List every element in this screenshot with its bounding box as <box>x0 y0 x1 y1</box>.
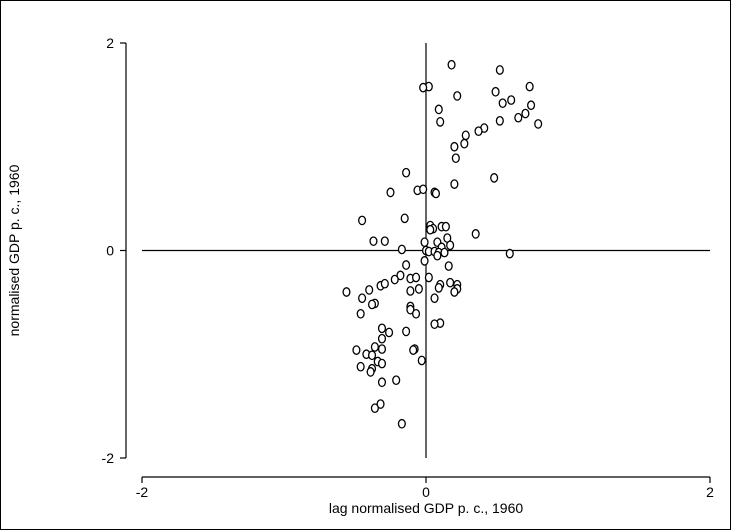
data-point <box>521 108 530 119</box>
data-point <box>440 247 449 258</box>
data-point <box>380 236 389 247</box>
data-point <box>400 213 409 224</box>
data-point <box>392 375 401 386</box>
data-point <box>377 333 387 344</box>
data-point <box>431 188 440 199</box>
data-point <box>390 274 399 285</box>
data-point <box>366 367 375 377</box>
data-point <box>402 260 411 270</box>
y-tick-label: 2 <box>106 35 114 51</box>
data-point <box>514 112 523 123</box>
data-point <box>424 272 433 283</box>
data-point <box>402 167 411 178</box>
data-point <box>430 319 439 330</box>
data-point <box>498 98 507 109</box>
data-point <box>397 418 406 429</box>
data-point <box>505 248 514 259</box>
data-point <box>491 86 500 97</box>
data-point <box>412 272 421 283</box>
data-points <box>342 59 543 429</box>
data-point <box>396 270 405 281</box>
y-tick-label: 0 <box>106 243 114 259</box>
data-point <box>534 119 543 129</box>
data-point <box>356 308 365 319</box>
data-point <box>507 95 516 105</box>
data-point <box>453 91 462 101</box>
data-point <box>450 141 459 152</box>
data-point <box>446 240 455 251</box>
data-point <box>434 282 443 293</box>
data-point <box>436 117 445 127</box>
data-point <box>356 361 365 372</box>
data-point <box>369 236 378 247</box>
data-point <box>474 126 483 137</box>
data-point <box>450 179 459 189</box>
data-point <box>446 277 455 288</box>
data-point <box>451 153 460 164</box>
data-point <box>433 250 442 261</box>
data-point <box>471 229 480 239</box>
data-point <box>419 184 428 195</box>
data-point <box>527 100 536 111</box>
data-point <box>420 256 429 266</box>
data-point <box>386 187 395 198</box>
data-point <box>377 344 387 354</box>
data-point <box>434 104 443 115</box>
data-point <box>490 173 499 183</box>
data-point <box>377 358 387 369</box>
data-point <box>414 284 423 294</box>
data-point <box>358 293 367 304</box>
data-point <box>417 355 426 366</box>
data-point <box>450 287 459 297</box>
y-tick-label: -2 <box>102 450 115 466</box>
data-point <box>420 237 429 248</box>
data-point <box>376 399 385 409</box>
data-point <box>495 65 504 75</box>
data-point <box>367 350 377 361</box>
data-point <box>406 286 415 296</box>
x-tick-label: 0 <box>422 484 430 500</box>
x-axis-label: lag normalised GDP p. c., 1960 <box>329 500 524 516</box>
data-point <box>365 285 374 295</box>
data-point <box>412 308 421 319</box>
data-point <box>525 81 534 92</box>
data-point <box>358 215 367 226</box>
data-point <box>406 304 415 315</box>
data-point <box>352 345 361 355</box>
x-ticks: -2 0 2 <box>136 477 714 500</box>
axes <box>125 43 710 478</box>
x-tick-label: -2 <box>136 484 149 500</box>
data-point <box>370 342 379 352</box>
data-point <box>377 323 387 334</box>
data-point <box>441 221 450 232</box>
data-point <box>447 59 456 70</box>
data-point <box>367 299 377 310</box>
y-ticks: 2 0 -2 <box>102 35 126 466</box>
data-point <box>380 278 389 289</box>
data-point <box>461 130 470 141</box>
x-tick-label: 2 <box>706 484 714 500</box>
data-point <box>377 377 387 388</box>
data-point <box>342 287 351 297</box>
data-point <box>460 138 469 149</box>
data-point <box>370 403 379 414</box>
y-axis-label: normalised GDP p. c., 1960 <box>6 164 22 336</box>
data-point <box>397 244 406 255</box>
data-point <box>385 327 394 338</box>
data-point <box>495 115 504 126</box>
data-point <box>419 82 428 93</box>
data-point <box>426 224 435 235</box>
data-point <box>444 261 453 271</box>
data-point <box>402 326 411 337</box>
data-point <box>409 345 418 355</box>
data-point <box>430 293 439 304</box>
